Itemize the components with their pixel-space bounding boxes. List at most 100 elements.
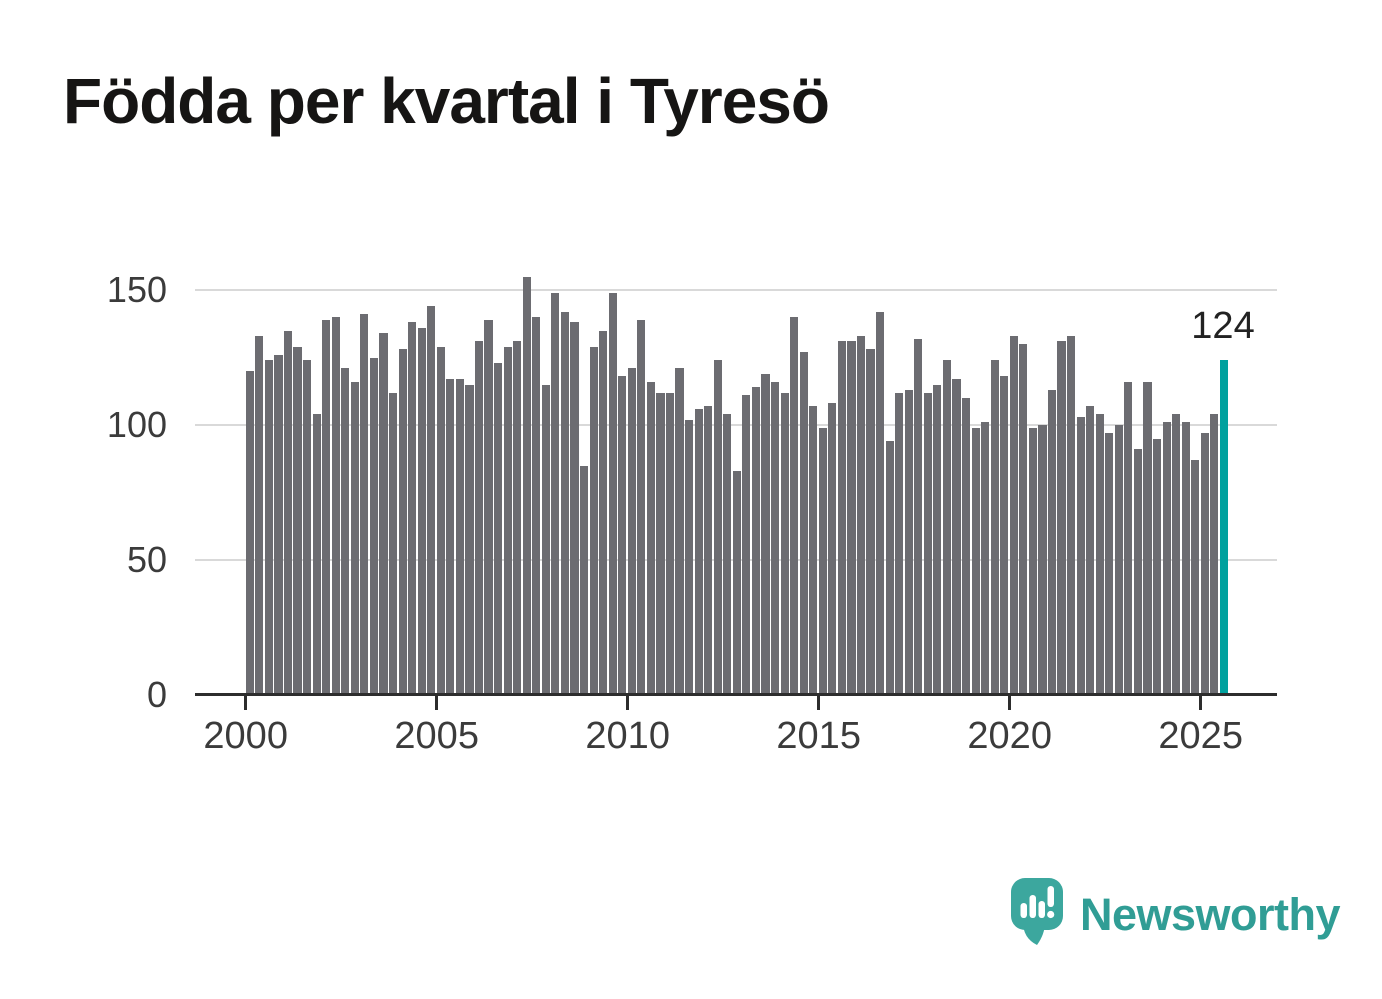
bar-2010-q2 — [637, 319, 646, 695]
bar-2011-q1 — [665, 392, 675, 695]
bar-2004-q4 — [427, 306, 436, 695]
bar-2008-q3 — [570, 322, 579, 695]
x-tick-label-2025: 2025 — [1158, 715, 1243, 757]
bar-2012-q2 — [713, 360, 722, 695]
x-tick-2000 — [244, 696, 248, 710]
bar-2024-q3 — [1181, 422, 1190, 695]
bar-2016-q3 — [876, 311, 885, 695]
x-tick-2010 — [626, 696, 630, 710]
bar-2012-q1 — [704, 406, 713, 695]
bar-2020-q2 — [1019, 344, 1028, 695]
x-tick-2025 — [1199, 696, 1203, 710]
newsworthy-logo-text: Newsworthy — [1080, 888, 1341, 940]
bar-2000-q4 — [274, 354, 283, 695]
bar-2006-q1 — [474, 341, 484, 695]
bar-2009-q2 — [599, 330, 608, 695]
bar-2019-q3 — [990, 360, 999, 695]
bar-2020-q4 — [1038, 425, 1047, 695]
bar-2005-q1 — [436, 346, 445, 695]
bar-2017-q1 — [895, 392, 904, 695]
highlight-bar-2025-q3 — [1219, 360, 1228, 695]
x-tick-label-2000: 2000 — [203, 715, 288, 757]
bar-2019-q4 — [1000, 376, 1009, 695]
bar-2003-q4 — [388, 392, 398, 695]
bar-2014-q4 — [809, 406, 818, 695]
newsworthy-logo-icon — [1010, 876, 1066, 953]
highlight-value-label: 124 — [1191, 305, 1255, 347]
bar-2022-q4 — [1114, 425, 1123, 695]
bar-2015-q1 — [818, 427, 827, 695]
bar-2013-q2 — [751, 387, 761, 695]
bar-2009-q1 — [589, 346, 598, 695]
bar-2007-q2 — [522, 276, 531, 695]
bar-2017-q2 — [904, 389, 913, 695]
y-tick-label-150: 150 — [106, 269, 167, 310]
chart-title: Födda per kvartal i Tyresö — [63, 65, 830, 137]
bar-2010-q3 — [646, 381, 655, 695]
bar-2021-q2 — [1057, 341, 1066, 695]
bar-2000-q3 — [264, 360, 273, 695]
bar-2002-q3 — [341, 368, 350, 695]
x-tick-label-2005: 2005 — [394, 715, 479, 757]
y-tick-label-100: 100 — [106, 404, 167, 445]
bar-2021-q4 — [1076, 416, 1085, 695]
x-tick-label-2020: 2020 — [967, 715, 1052, 757]
bar-2014-q2 — [790, 317, 799, 695]
bar-2013-q3 — [761, 373, 770, 695]
x-tick-2005 — [435, 696, 439, 710]
bar-2018-q2 — [942, 360, 952, 695]
bar-2009-q3 — [608, 292, 617, 695]
bar-2022-q1 — [1086, 406, 1095, 695]
bar-2008-q4 — [579, 465, 589, 695]
bar-2022-q2 — [1095, 414, 1104, 695]
bar-2003-q3 — [379, 333, 388, 695]
bar-2010-q4 — [656, 392, 665, 695]
x-tick-label-2010: 2010 — [585, 715, 670, 757]
bar-2016-q4 — [885, 441, 894, 695]
bar-2021-q1 — [1047, 389, 1057, 695]
bar-2001-q2 — [293, 346, 302, 695]
bar-2007-q3 — [532, 317, 541, 695]
bar-2024-q2 — [1172, 414, 1181, 695]
bar-2017-q3 — [914, 338, 923, 695]
bar-2018-q3 — [952, 379, 961, 695]
bar-2015-q2 — [828, 403, 837, 695]
bar-2001-q3 — [303, 360, 312, 695]
bar-2024-q1 — [1162, 422, 1171, 695]
bar-2024-q4 — [1191, 460, 1200, 695]
bar-2023-q4 — [1152, 438, 1162, 695]
bar-2003-q2 — [369, 357, 379, 695]
bar-2015-q3 — [837, 341, 846, 695]
bar-2023-q2 — [1133, 449, 1143, 695]
bar-2020-q1 — [1009, 335, 1018, 695]
bar-2018-q1 — [933, 384, 942, 695]
bar-2025-q1 — [1200, 433, 1209, 695]
bar-2005-q2 — [446, 379, 455, 695]
bar-2005-q3 — [455, 379, 464, 695]
bar-2022-q3 — [1105, 433, 1114, 695]
bar-2011-q4 — [694, 408, 703, 695]
bar-2008-q1 — [551, 292, 560, 695]
bar-2008-q2 — [560, 311, 570, 695]
bar-2009-q4 — [618, 376, 627, 695]
bar-2006-q3 — [494, 362, 503, 695]
bar-2002-q4 — [350, 381, 359, 695]
gridline-150 — [195, 289, 1277, 291]
newsworthy-logo: Newsworthy — [1010, 876, 1341, 953]
bar-2001-q4 — [312, 414, 321, 695]
bar-2011-q2 — [675, 368, 684, 695]
bar-2018-q4 — [961, 398, 971, 695]
bar-2019-q1 — [971, 427, 980, 695]
bar-2017-q4 — [923, 392, 932, 695]
bar-2005-q4 — [465, 384, 474, 695]
bar-2016-q2 — [866, 349, 875, 695]
y-tick-label-50: 50 — [126, 539, 167, 580]
bar-2014-q3 — [799, 352, 808, 695]
bar-2002-q2 — [331, 317, 340, 695]
gridline-100 — [195, 424, 1277, 426]
bar-2000-q2 — [255, 335, 264, 695]
bar-2003-q1 — [360, 314, 369, 695]
bar-2013-q4 — [770, 381, 780, 695]
bar-2001-q1 — [283, 330, 293, 695]
